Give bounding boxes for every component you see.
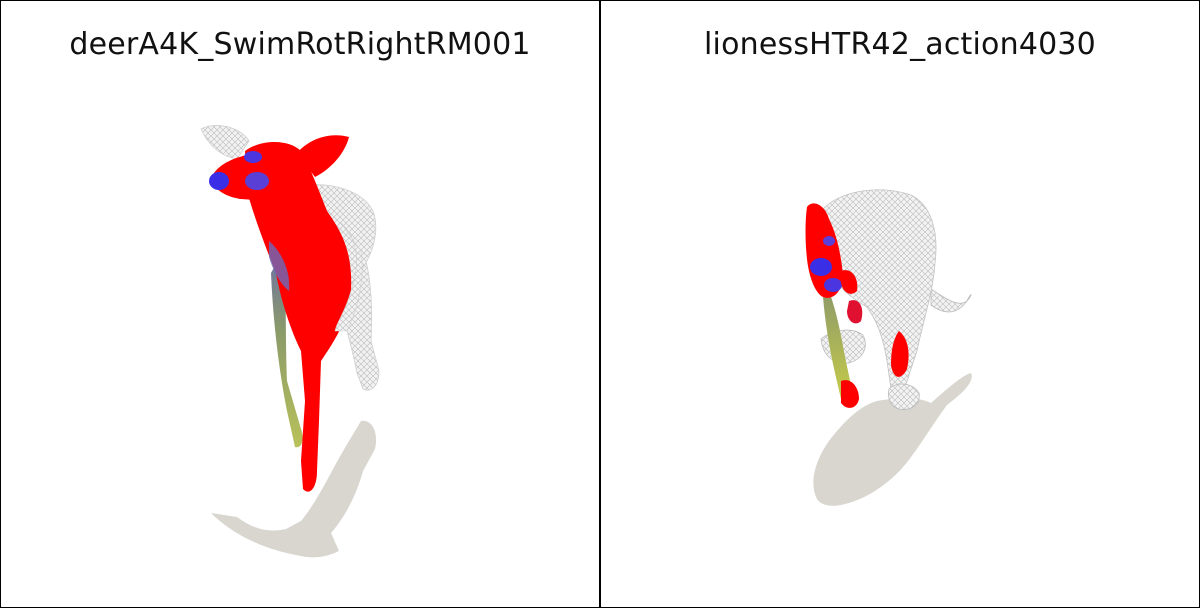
deer-ear-back xyxy=(200,125,250,160)
lioness-hind-leg-red xyxy=(891,331,909,377)
lioness-chest-red xyxy=(847,300,863,324)
lioness-shoulder-red xyxy=(841,270,858,294)
deer-eye-blue xyxy=(245,172,269,190)
deer-neck-red xyxy=(245,142,352,492)
lioness-cheek-blue xyxy=(823,236,835,246)
deer-shoulder-mesh xyxy=(334,222,363,332)
lioness-body xyxy=(820,189,937,393)
deer-chest-blue xyxy=(269,241,290,291)
deer-ear-red xyxy=(297,135,349,177)
lioness-hind-paw xyxy=(888,383,920,410)
panel-lioness: lionessHTR42_action4030 xyxy=(600,0,1200,608)
deer-snout-blue xyxy=(209,172,229,190)
deer-shadow xyxy=(211,420,377,558)
panel-deer: deerA4K_SwimRotRightRM001 xyxy=(0,0,600,608)
lioness-front-paw-red xyxy=(841,380,859,408)
deer-crown-blue xyxy=(244,151,262,163)
lioness-render xyxy=(805,189,972,506)
lioness-front-leg-green xyxy=(823,291,852,401)
lioness-tail xyxy=(930,288,972,313)
deer-render xyxy=(200,125,380,558)
panel-title-deer: deerA4K_SwimRotRightRM001 xyxy=(69,27,531,62)
lioness-muzzle-blue xyxy=(810,258,832,276)
deer-front-leg-green xyxy=(271,251,303,448)
lioness-jaw-blue xyxy=(824,278,842,292)
panel-title-lioness: lionessHTR42_action4030 xyxy=(704,27,1096,62)
lioness-shadow xyxy=(813,373,972,506)
